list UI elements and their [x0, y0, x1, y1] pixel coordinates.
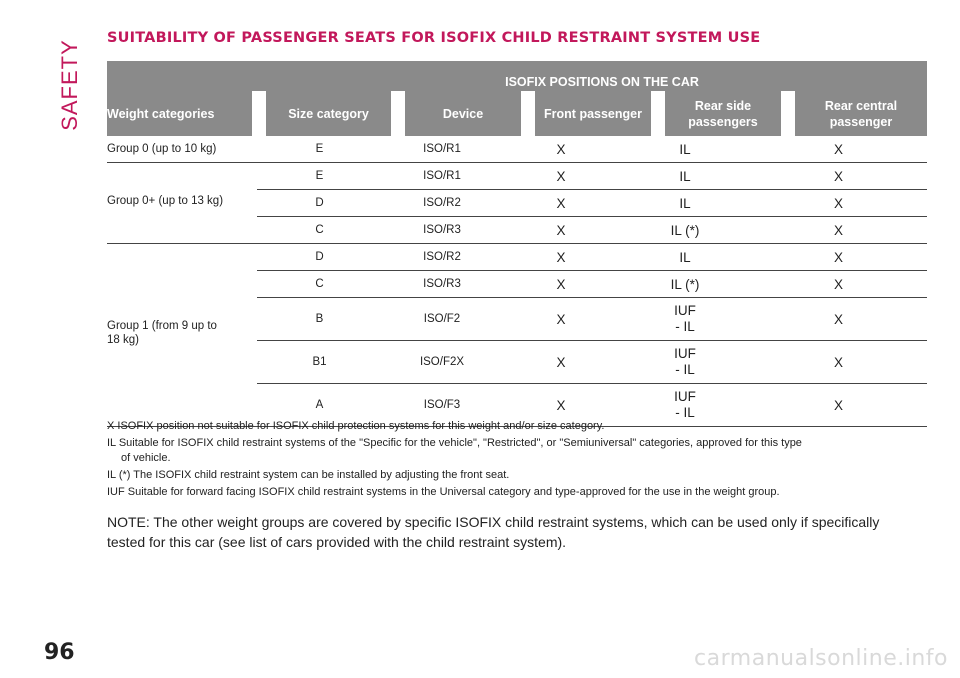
- table-row: C ISO/R3 X IL (*) X: [107, 270, 927, 297]
- rear-side-cell: IUF - IL: [674, 389, 696, 420]
- rear-side-cell: IL: [679, 141, 691, 157]
- front-cell: X: [556, 354, 566, 370]
- group-1: Group 1 (from 9 up to 18 kg) D ISO/R2 X I…: [107, 243, 927, 427]
- device-cell: ISO/R2: [423, 251, 461, 263]
- device-cell: ISO/F2: [423, 313, 461, 325]
- rear-central-cell: X: [833, 168, 843, 184]
- header-device: Device: [442, 106, 484, 121]
- rear-side-cell: IL: [679, 249, 691, 265]
- legend-x: X ISOFIX position not suitable for ISOFI…: [107, 420, 605, 432]
- header-size: Size category: [288, 106, 369, 121]
- table-row: A ISO/F3 X IUF - IL X: [107, 383, 927, 427]
- size-cell: D: [315, 251, 324, 263]
- group-label: Group 0 (up to 10 kg): [107, 143, 217, 155]
- front-cell: X: [556, 195, 566, 211]
- rear-central-cell: X: [833, 311, 843, 327]
- device-cell: ISO/F3: [423, 399, 461, 411]
- page-title: SUITABILITY OF PASSENGER SEATS FOR ISOFI…: [107, 30, 761, 46]
- size-cell: C: [315, 278, 324, 290]
- front-cell: X: [556, 249, 566, 265]
- size-cell: E: [315, 170, 324, 182]
- legend-iuf: IUF Suitable for forward facing ISOFIX c…: [107, 486, 780, 498]
- front-cell: X: [556, 141, 566, 157]
- table-row: B1 ISO/F2X X IUF - IL X: [107, 340, 927, 383]
- rear-central-cell: X: [833, 354, 843, 370]
- front-cell: X: [556, 222, 566, 238]
- device-cell: ISO/R3: [423, 278, 461, 290]
- table-row: D ISO/R2 X IL X: [107, 243, 927, 270]
- group-label: Group 1 (from 9 up to 18 kg): [107, 320, 217, 346]
- rear-side-cell: IL (*): [670, 276, 700, 292]
- section-tab-label: SAFETY: [57, 39, 83, 131]
- size-cell: B1: [312, 356, 327, 368]
- rear-central-cell: X: [833, 222, 843, 238]
- table-row: B ISO/F2 X IUF - IL X: [107, 297, 927, 340]
- table-body: Group 0 (up to 10 kg) E ISO/R1 X IL X Gr…: [107, 136, 927, 427]
- legend: X ISOFIX position not suitable for ISOFI…: [107, 419, 927, 502]
- legend-il-star: IL (*) The ISOFIX child restraint system…: [107, 469, 510, 481]
- header-rear-central: Rear central passenger: [824, 98, 898, 129]
- front-cell: X: [556, 311, 566, 327]
- header-weight: Weight categories: [107, 106, 215, 121]
- size-cell: E: [315, 143, 324, 155]
- table-row: C ISO/R3 X IL (*) X: [107, 216, 927, 243]
- rear-side-cell: IL (*): [670, 222, 700, 238]
- group-0plus: Group 0+ (up to 13 kg) E ISO/R1 X IL X D…: [107, 162, 927, 243]
- section-tab: SAFETY: [57, 30, 83, 140]
- page-number: 96: [44, 640, 75, 665]
- watermark: carmanualsonline.info: [694, 646, 948, 671]
- band-title: ISOFIX POSITIONS ON THE CAR: [505, 75, 699, 89]
- size-cell: A: [315, 399, 324, 411]
- rear-side-cell: IUF - IL: [674, 303, 696, 334]
- legend-il: IL Suitable for ISOFIX child restraint s…: [107, 437, 802, 464]
- group-label: Group 0+ (up to 13 kg): [107, 195, 224, 207]
- table-row: E ISO/R1 X IL X: [107, 162, 927, 189]
- device-cell: ISO/R3: [423, 224, 461, 236]
- rear-central-cell: X: [833, 397, 843, 413]
- table-row: D ISO/R2 X IL X: [107, 189, 927, 216]
- header-front: Front passenger: [544, 106, 642, 121]
- size-cell: B: [315, 313, 324, 325]
- note-paragraph: NOTE: The other weight groups are covere…: [107, 514, 880, 550]
- table-header: ISOFIX POSITIONS ON THE CAR Weight categ…: [107, 61, 927, 136]
- front-cell: X: [556, 168, 566, 184]
- rear-central-cell: X: [833, 141, 843, 157]
- size-cell: C: [315, 224, 324, 236]
- rear-side-cell: IL: [679, 168, 691, 184]
- front-cell: X: [556, 397, 566, 413]
- device-cell: ISO/R1: [423, 170, 461, 182]
- rear-central-cell: X: [833, 195, 843, 211]
- isofix-table: ISOFIX POSITIONS ON THE CAR Weight categ…: [107, 61, 927, 427]
- device-cell: ISO/F2X: [419, 356, 465, 368]
- rear-central-cell: X: [833, 276, 843, 292]
- size-cell: D: [315, 197, 324, 209]
- rear-side-cell: IL: [679, 195, 691, 211]
- header-rear-side: Rear side passengers: [688, 98, 758, 129]
- front-cell: X: [556, 276, 566, 292]
- table-row: Group 0 (up to 10 kg) E ISO/R1 X IL X: [107, 136, 927, 162]
- rear-side-cell: IUF - IL: [674, 346, 696, 377]
- device-cell: ISO/R1: [423, 143, 461, 155]
- rear-central-cell: X: [833, 249, 843, 265]
- device-cell: ISO/R2: [423, 197, 461, 209]
